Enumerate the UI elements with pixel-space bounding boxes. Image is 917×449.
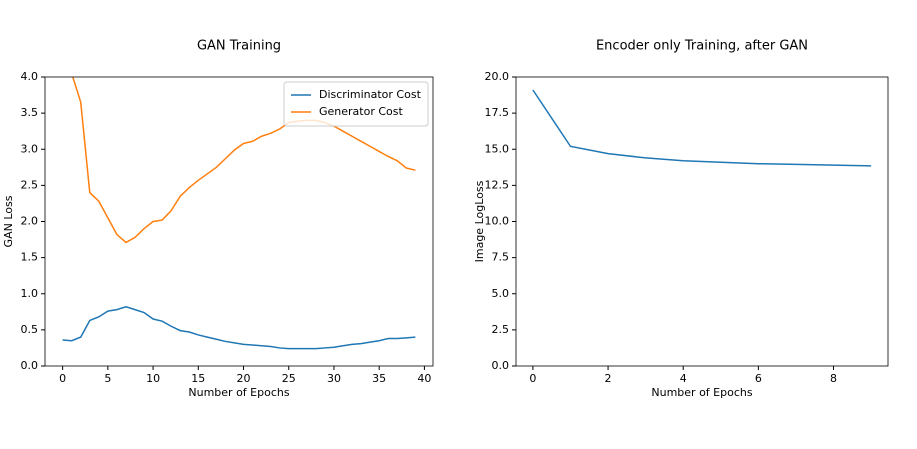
legend-label: Discriminator Cost [319,88,422,101]
y-tick-label: 1.5 [21,251,39,264]
y-tick-label: 7.5 [492,251,510,264]
y-tick-label: 2.5 [492,323,510,336]
x-tick-label: 6 [755,372,762,385]
chart-title: GAN Training [197,39,281,54]
plot-area [62,77,416,350]
x-tick-label: 25 [282,372,296,385]
legend-box [283,81,429,127]
y-tick-label: 3.5 [21,106,39,119]
x-tick-label: 35 [372,372,386,385]
axes-frame [515,76,889,367]
y-tick-label: 15.0 [485,142,510,155]
y-tick-label: 10.0 [485,215,510,228]
y-tick-label: 12.5 [485,178,510,191]
x-tick-label: 2 [605,372,612,385]
x-tick-label: 20 [237,372,251,385]
y-tick-label: 2.5 [21,178,39,191]
y-tick-label: 4.0 [21,70,39,83]
x-tick-label: 8 [830,372,837,385]
x-tick-label: 10 [146,372,160,385]
y-tick-label: 2.0 [21,215,39,228]
x-axis-label: Number of Epochs [651,386,752,399]
x-tick-label: 0 [59,372,66,385]
y-tick-label: 0.0 [492,359,510,372]
y-axis-label: Image LogLoss [473,180,486,262]
y-tick-label: 0.5 [21,323,39,336]
y-tick-label: 0.0 [21,359,39,372]
x-tick-label: 30 [327,372,341,385]
y-tick-label: 1.0 [21,287,39,300]
x-axis-label: Number of Epochs [188,386,289,399]
x-tick-label: 5 [104,372,111,385]
y-tick-label: 5.0 [492,287,510,300]
legend-label: Generator Cost [319,105,403,118]
y-tick-label: 20.0 [485,70,510,83]
series-line [532,89,872,167]
y-tick-label: 3.0 [21,142,39,155]
series-line [72,77,416,244]
x-tick-label: 15 [191,372,205,385]
x-tick-label: 40 [417,372,431,385]
plot-area [532,89,872,167]
y-tick-label: 17.5 [485,106,510,119]
y-axis-label: GAN Loss [2,195,15,247]
series-line [62,305,416,350]
x-tick-label: 0 [529,372,536,385]
chart-title: Encoder only Training, after GAN [596,39,808,54]
x-tick-label: 4 [680,372,687,385]
